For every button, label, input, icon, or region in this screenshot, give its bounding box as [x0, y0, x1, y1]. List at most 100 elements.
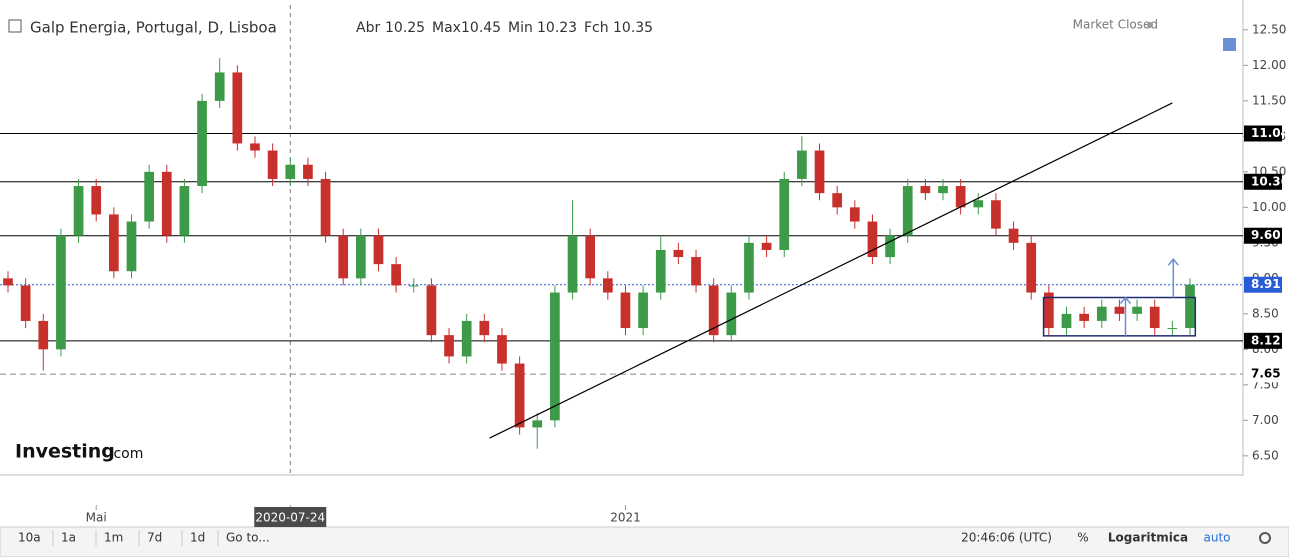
candle-body [197, 100, 207, 187]
candle-body [91, 186, 102, 215]
candle-body [38, 320, 49, 350]
x-tick-label: 2021 [610, 511, 641, 525]
candle-body [814, 150, 825, 194]
y-tick-label: 6.50 [1252, 448, 1279, 462]
ohlc-value: 10.25 [385, 20, 425, 36]
range-button[interactable]: 1m [104, 531, 123, 545]
candle-body [761, 242, 772, 250]
arrow-head [1167, 257, 1179, 266]
candle-body [303, 164, 313, 179]
candle-body [955, 186, 966, 208]
toolbar-option[interactable]: % [1077, 531, 1088, 545]
candle-body [655, 249, 666, 293]
range-box [1042, 296, 1197, 337]
y-tick-label: 10.00 [1252, 200, 1286, 214]
candle-body [56, 235, 66, 350]
market-status: Market Closed [1073, 18, 1158, 32]
price-level-label: 8.12 [1251, 333, 1281, 347]
candle-body [938, 186, 948, 194]
ohlc-label: Min [508, 20, 533, 36]
collapse-icon[interactable] [8, 19, 22, 33]
candle-body [285, 164, 296, 179]
price-level-label: 9.60 [1251, 228, 1281, 242]
y-tick-label: 12.00 [1252, 58, 1286, 72]
price-level-tag [1244, 227, 1282, 244]
toolbar [0, 526, 1289, 557]
chart-title: Galp Energia, Portugal, D, Lisboa [30, 19, 277, 37]
range-button[interactable]: Go to... [226, 531, 270, 545]
candle-body [250, 143, 260, 151]
candle-body [1026, 242, 1037, 293]
candle-body [444, 335, 454, 357]
price-level-tag [1244, 332, 1282, 349]
candle-body [602, 278, 613, 293]
candle-body [797, 150, 807, 179]
candle-body [567, 235, 578, 293]
candle-body [779, 178, 790, 250]
toolbar-time: 20:46:06 (UTC) [961, 531, 1052, 545]
ohlc-value: 10.23 [537, 20, 577, 36]
range-button[interactable]: 10a [18, 531, 41, 545]
candle-body [73, 186, 84, 236]
candle-body [1114, 306, 1125, 314]
candle-body [532, 420, 543, 428]
price-level-label: 10.36 [1251, 174, 1289, 188]
ohlc-label: Fch [584, 20, 609, 36]
price-level-label: 8.91 [1251, 277, 1281, 291]
x-tick-label: 2020-07-24 [255, 511, 325, 525]
candle-body [514, 363, 525, 428]
price-level-tag [1244, 276, 1282, 293]
candle-body [497, 335, 507, 364]
logo-suffix: .com [109, 446, 143, 462]
status-dot [1147, 22, 1153, 28]
candle-body [355, 235, 366, 279]
arrow-head [1119, 296, 1132, 304]
x-tick-label: Mai [86, 511, 107, 525]
ohlc-value: 10.35 [613, 20, 653, 36]
candle-body [708, 285, 719, 336]
candle-body [20, 285, 31, 321]
candle-body [585, 235, 596, 279]
candle-body [1044, 292, 1054, 329]
crosshair-label-bg [254, 507, 327, 527]
settings-icon[interactable] [1259, 532, 1271, 544]
toolbar-option[interactable]: Logaritmica [1108, 531, 1188, 545]
range-button[interactable]: 7d [147, 531, 162, 545]
candle-body [744, 242, 754, 293]
ohlc-label: Max [432, 20, 461, 36]
candle-body [691, 257, 701, 286]
candle-body [920, 186, 931, 194]
range-button[interactable]: 1d [190, 531, 205, 545]
candle-body [1008, 228, 1019, 243]
candle-body [179, 186, 190, 236]
candle-body [461, 320, 472, 357]
axis-toggle[interactable] [1223, 38, 1236, 51]
y-tick-label: 7.00 [1252, 413, 1279, 427]
y-tick-label: 11.50 [1252, 93, 1286, 107]
candle-body [1185, 284, 1195, 329]
candle-body [232, 72, 243, 144]
candle-body [1061, 313, 1072, 329]
logo-brand: Investing [15, 441, 115, 463]
toolbar-option[interactable]: auto [1203, 531, 1230, 545]
price-level-tag [1244, 366, 1282, 383]
ohlc-label: Abr [356, 20, 380, 36]
candle-body [973, 200, 984, 208]
candle-body [408, 285, 419, 287]
candle-body [885, 235, 895, 258]
price-level-label: 7.65 [1251, 367, 1281, 381]
y-tick-label: 8.50 [1252, 306, 1279, 320]
candle-body [1079, 313, 1090, 321]
y-tick-label: 12.50 [1252, 22, 1286, 36]
ohlc-value: 10.45 [461, 20, 501, 36]
candle-body [320, 178, 331, 236]
candle-body [479, 320, 490, 336]
price-level-tag [1244, 125, 1282, 142]
candle-body [3, 278, 13, 286]
range-button[interactable]: 1a [61, 531, 76, 545]
candle-body [1096, 306, 1107, 321]
price-level-label: 11.04 [1251, 126, 1289, 140]
candle-body [108, 214, 119, 272]
